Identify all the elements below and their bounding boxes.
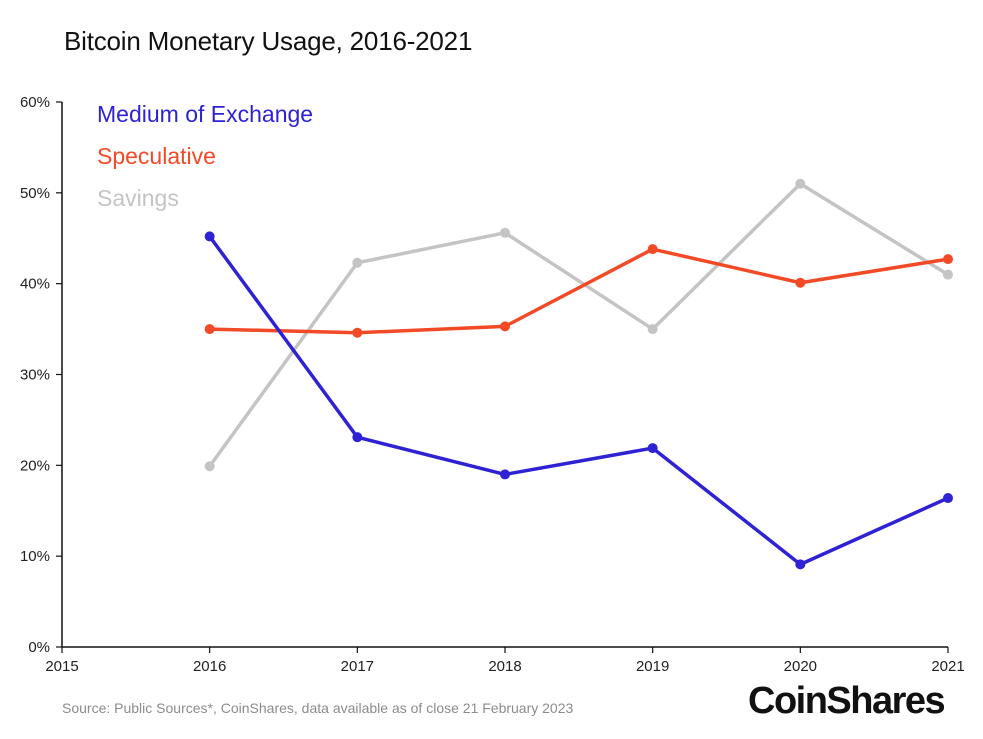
y-tick-label: 50%	[20, 185, 50, 202]
data-point-savings	[500, 227, 510, 238]
chart-legend: Medium of Exchange Speculative Savings	[97, 101, 313, 211]
series-savings	[204, 178, 953, 472]
series-line-savings	[207, 182, 950, 468]
legend-entry-savings: Savings	[97, 185, 179, 211]
y-tick-label: 60%	[20, 94, 50, 111]
x-tick-label: 2015	[45, 658, 78, 675]
y-tick-label: 10%	[20, 548, 50, 565]
x-tick-label: 2019	[636, 658, 669, 675]
x-tick-label: 2020	[784, 658, 817, 675]
series-line-medium-of-exchange	[207, 234, 950, 567]
series-line-speculative	[207, 247, 950, 335]
data-point-speculative	[204, 324, 215, 335]
y-tick-label: 20%	[20, 457, 50, 474]
chart-title: Bitcoin Monetary Usage, 2016-2021	[64, 26, 473, 56]
data-point-savings	[352, 257, 363, 268]
legend-entry-speculative: Speculative	[97, 143, 216, 169]
x-tick-label: 2018	[488, 658, 521, 675]
y-tick-label: 30%	[20, 367, 50, 384]
data-point-speculative	[943, 254, 953, 265]
y-tick-label: 0%	[28, 639, 50, 656]
y-tick-label: 40%	[20, 276, 50, 293]
data-point-medium-of-exchange	[795, 559, 806, 570]
data-point-savings	[647, 324, 658, 335]
data-point-medium-of-exchange	[500, 469, 510, 480]
chart-series	[204, 178, 953, 570]
legend-entry-medium-of-exchange: Medium of Exchange	[97, 101, 313, 127]
data-point-savings	[204, 461, 215, 472]
data-point-speculative	[352, 327, 363, 338]
x-tick-label: 2016	[193, 658, 226, 675]
series-speculative	[204, 244, 953, 338]
data-point-medium-of-exchange	[204, 231, 215, 242]
x-tick-label: 2017	[341, 658, 374, 675]
series-medium-of-exchange	[204, 231, 953, 570]
data-point-speculative	[500, 321, 510, 332]
brand-logo: CoinShares	[748, 680, 946, 722]
data-point-medium-of-exchange	[647, 443, 658, 454]
chart-axes: 0% 10% 20% 30% 40% 50% 60% 2015 2016 2017 2018 2019…	[20, 94, 965, 675]
data-point-speculative	[647, 244, 658, 255]
data-point-speculative	[795, 277, 806, 288]
x-tick-label: 2021	[931, 658, 964, 675]
data-point-savings	[795, 178, 806, 189]
source-note: Source: Public Sources*, CoinShares, dat…	[62, 700, 574, 716]
data-point-medium-of-exchange	[943, 493, 953, 504]
data-point-savings	[943, 269, 953, 280]
data-point-medium-of-exchange	[352, 432, 363, 443]
